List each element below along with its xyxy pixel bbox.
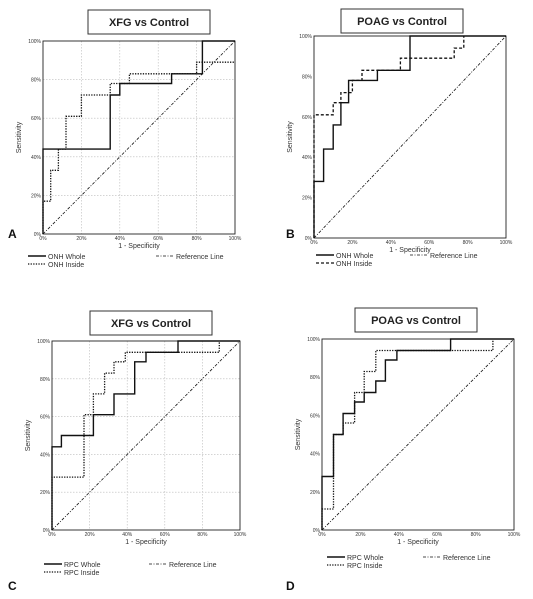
legend-label: ONH Inside [336, 261, 372, 268]
plot-frame [321, 338, 515, 531]
legend-label: RPC Whole [64, 562, 101, 569]
y-tick-label: 80% [31, 78, 42, 84]
x-tick-label: 60% [432, 532, 443, 538]
series-line-rpc-inside [321, 339, 494, 530]
legend-label: Reference Line [430, 253, 478, 260]
x-tick-label: 80% [463, 240, 474, 246]
legend-label: RPC Inside [347, 563, 383, 570]
y-tick-label: 80% [302, 74, 313, 80]
title-box [340, 8, 464, 34]
series-line-reference-line [42, 40, 236, 235]
x-tick-label: 40% [394, 532, 405, 538]
y-tick-label: 0% [313, 528, 321, 534]
legend-label: ONH Inside [48, 262, 84, 269]
x-axis-label: 1 - Specificity [118, 243, 160, 250]
x-tick-label: 20% [85, 532, 96, 538]
x-tick-label: 20% [76, 236, 87, 242]
y-axis-label: Sensitivity [16, 121, 23, 153]
x-tick-label: 40% [386, 240, 397, 246]
panel-d: POAG vs Control 0%0% 20% 20% 40% 40% 60% 60% 80%… [286, 307, 521, 593]
x-tick-label: 40% [115, 236, 126, 242]
legend-label: Reference Line [443, 555, 491, 562]
legend-label: RPC Whole [347, 555, 384, 562]
x-tick-label: 0% [39, 236, 47, 242]
legend-label: Reference Line [176, 254, 224, 261]
legend-label: ONH Whole [336, 253, 373, 260]
x-tick-label: 100% [500, 240, 513, 246]
x-tick-label: 100% [234, 532, 247, 538]
y-tick-label: 40% [310, 452, 321, 458]
x-tick-label: 80% [192, 236, 203, 242]
x-tick-label: 100% [508, 532, 521, 538]
y-tick-label: 100% [37, 339, 50, 345]
legend-label: Reference Line [169, 562, 217, 569]
y-tick-label: 40% [40, 452, 51, 458]
panel-b: POAG vs Control 0%0% 20% 20% 40% 40% 60% 60% 80%… [286, 8, 513, 268]
x-tick-label: 40% [122, 532, 133, 538]
y-tick-label: 40% [302, 155, 313, 161]
panel-label: A [8, 227, 17, 241]
panel-label: D [286, 579, 295, 593]
series-line-onh-inside [313, 36, 465, 238]
series-line-rpc-inside [51, 341, 220, 530]
series-line-onh-inside [42, 61, 235, 234]
chart-title: XFG vs Control [109, 17, 189, 29]
y-tick-label: 60% [31, 116, 42, 122]
x-axis-label: 1 - Specificity [397, 539, 439, 546]
panel-label: B [286, 227, 295, 241]
title-box [354, 307, 478, 333]
panel-label: C [8, 579, 17, 593]
chart-title: POAG vs Control [357, 16, 447, 28]
plot-frame [51, 340, 241, 531]
y-tick-label: 100% [299, 34, 312, 40]
y-tick-label: 80% [310, 375, 321, 381]
legend-label: RPC Inside [64, 570, 100, 577]
x-tick-label: 0% [48, 532, 56, 538]
x-tick-label: 60% [424, 240, 435, 246]
title-box [87, 9, 211, 35]
series-line-rpc-whole [51, 340, 240, 530]
x-tick-label: 60% [153, 236, 164, 242]
y-tick-label: 20% [310, 490, 321, 496]
y-tick-label: 60% [40, 415, 51, 421]
series-line-reference-line [313, 35, 507, 239]
series-line-reference-line [321, 338, 515, 531]
legend-label: ONH Whole [48, 254, 85, 261]
x-tick-label: 20% [347, 240, 358, 246]
x-axis-label: 1 - Specificity [125, 539, 167, 546]
y-tick-label: 0% [305, 236, 313, 242]
title-box [89, 310, 213, 336]
y-tick-label: 60% [302, 115, 313, 121]
x-tick-label: 100% [229, 236, 242, 242]
y-tick-label: 100% [28, 39, 41, 45]
chart-title: XFG vs Control [111, 318, 191, 330]
x-tick-label: 80% [471, 532, 482, 538]
y-tick-label: 0% [34, 232, 42, 238]
y-tick-label: 20% [31, 193, 42, 199]
x-tick-label: 20% [355, 532, 366, 538]
y-tick-label: 0% [43, 528, 51, 534]
y-tick-label: 40% [31, 155, 42, 161]
y-tick-label: 80% [40, 377, 51, 383]
y-tick-label: 20% [302, 196, 313, 202]
y-axis-label: Sensitivity [287, 121, 294, 153]
y-axis-label: Sensitivity [295, 418, 302, 450]
x-tick-label: 0% [318, 532, 326, 538]
series-line-reference-line [51, 340, 241, 531]
plot-frame [42, 40, 236, 235]
series-line-onh-whole [313, 35, 506, 238]
x-tick-label: 60% [160, 532, 171, 538]
panel-a: XFG vs Control 0%0% 20% 20% 40% 40% 60% 60% 80% 8… [8, 9, 242, 269]
y-tick-label: 60% [310, 413, 321, 419]
chart-title: POAG vs Control [371, 315, 461, 327]
x-axis-label: 1 - Specificity [389, 247, 431, 254]
panel-c: XFG vs Control 0%0% 20% 20% 40% 40% 60% 60% 80% 8… [8, 310, 247, 593]
y-axis-label: Sensitivity [25, 419, 32, 451]
y-tick-label: 20% [40, 490, 51, 496]
x-tick-label: 0% [310, 240, 318, 246]
x-tick-label: 80% [197, 532, 208, 538]
y-tick-label: 100% [307, 337, 320, 343]
